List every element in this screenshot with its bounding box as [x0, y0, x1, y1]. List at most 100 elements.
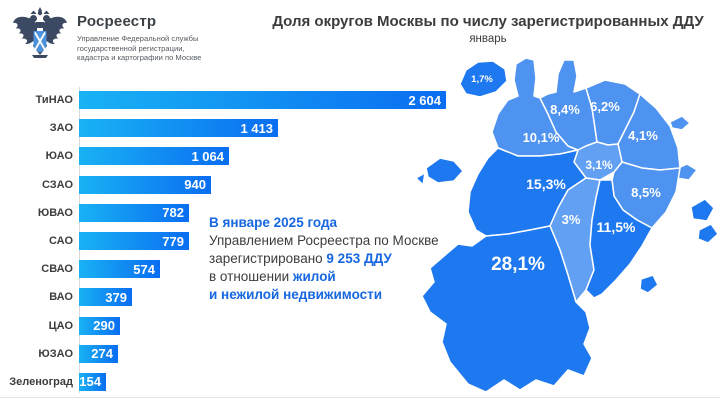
bar-track: 782: [79, 203, 462, 222]
chart-row: СЗАО 940: [0, 171, 462, 199]
bar-track: 154: [79, 372, 462, 391]
rosreestr-eagle-logo-icon: [13, 7, 67, 58]
annotation-accent-text: жилой: [292, 269, 336, 284]
map-island-east1-icon: [669, 115, 691, 131]
annotation-line: в отношении жилой: [209, 268, 467, 286]
category-label: САО: [48, 235, 73, 248]
bottom-divider: [0, 397, 720, 398]
bar-track: 1 064: [79, 147, 462, 166]
org-subtitle-line: государственной регистрации,: [77, 43, 185, 53]
annotation-line: и нежилой недвижимости: [209, 286, 467, 304]
bar: 290: [79, 316, 120, 335]
map-region-zelenograd: [459, 60, 508, 98]
map-island-east4-icon: [697, 223, 719, 244]
chart-row: ЮВАО 782: [0, 199, 462, 227]
chart-row: ВАО 379: [0, 283, 462, 311]
category-label: ЗАО: [49, 122, 73, 135]
category-label: ВАО: [49, 291, 73, 304]
category-label: ЮВАО: [37, 206, 73, 219]
bar-track: 779: [79, 232, 462, 251]
map-share-label: 28,1%: [491, 254, 545, 275]
annotation-text: в отношении: [209, 269, 293, 284]
org-subtitle: Управление Федеральной службы государств…: [77, 34, 201, 63]
bar-track: 940: [79, 175, 462, 194]
annotation-line: Управлением Росреестра по Москве: [209, 232, 467, 250]
map-share-label: 4,1%: [628, 128, 658, 143]
map-share-label: 15,3%: [526, 176, 566, 192]
summary-annotation: В январе 2025 года Управлением Росреестра…: [209, 214, 467, 304]
category-label: ЮАО: [45, 150, 73, 163]
chart-row: ТиНАО 2 604: [0, 86, 462, 114]
bar-track: 379: [79, 288, 462, 307]
map-share-label: 10,1%: [523, 130, 560, 145]
annotation-line: В январе 2025 года: [209, 214, 467, 232]
annotation-accent-text: и нежилой недвижимости: [209, 287, 383, 302]
bar-track: 274: [79, 344, 462, 363]
bar-value-label: 779: [162, 233, 184, 249]
bar: 154: [79, 372, 106, 391]
annotation-text: Управлением Росреестра по Москве: [209, 233, 439, 248]
map-share-label: 3,1%: [585, 158, 613, 172]
annotation-line: зарегистрировано 9 253 ДДУ: [209, 250, 467, 268]
map-share-label: 8,5%: [631, 185, 661, 200]
map-share-label: 6,2%: [590, 99, 620, 114]
annotation-accent-text: В январе 2025 года: [209, 215, 338, 230]
bar-value-label: 782: [162, 205, 184, 221]
chart-row: САО 779: [0, 227, 462, 255]
map-island-east3-icon: [690, 198, 715, 222]
category-label: СВАО: [41, 263, 73, 276]
chart-row: ЮАО 1 064: [0, 142, 462, 170]
bar: 1 413: [79, 119, 278, 138]
bar: 2 604: [79, 91, 446, 110]
bar: 779: [79, 232, 189, 251]
map-share-label: 11,5%: [597, 219, 636, 235]
org-subtitle-line: Управление Федеральной службы: [77, 34, 199, 43]
bar-value-label: 154: [79, 374, 101, 390]
chart-row: ЗАО 1 413: [0, 114, 462, 142]
category-label: ЮЗАО: [38, 347, 73, 360]
bar-value-label: 940: [184, 177, 206, 193]
category-label: ЦАО: [48, 319, 73, 332]
chart-row: ЮЗАО 274: [0, 340, 462, 368]
chart-row: СВАО 574: [0, 255, 462, 283]
org-subtitle-line: кадастра и картографии по Москве: [77, 53, 202, 63]
page-subtitle: январь: [469, 33, 507, 45]
bar: 379: [79, 288, 132, 307]
bar-chart-rows: ТиНАО 2 604 ЗАО 1 413 ЮАО 1 064 СЗАО 940 ЮВАО 782…: [0, 86, 462, 396]
bar-track: 2 604: [79, 91, 462, 110]
bar: 1 064: [79, 147, 229, 166]
map-region-tinao: [421, 225, 593, 393]
category-label: Зеленоград: [9, 375, 73, 388]
moscow-districts-map: 1,7% 8,4% 6,2% 10,1% 4,1% 3,1% 15,3% 8,5…: [415, 57, 719, 393]
bar-value-label: 379: [105, 289, 127, 305]
bar-track: 1 413: [79, 119, 462, 138]
annotation-accent-text: 9 253 ДДУ: [326, 251, 392, 266]
map-share-label: 1,7%: [471, 74, 493, 85]
bar-value-label: 2 604: [408, 92, 441, 108]
bar-value-label: 290: [93, 318, 115, 334]
bar-track: 290: [79, 316, 462, 335]
map-island-south-icon: [639, 274, 659, 294]
map-region-uao: [585, 179, 653, 299]
chart-row: Зеленоград 154: [0, 368, 462, 396]
bar: 574: [79, 260, 160, 279]
bar-value-label: 274: [91, 346, 113, 362]
bar: 940: [79, 175, 211, 194]
map-share-label: 3%: [562, 212, 581, 227]
bar-value-label: 1 064: [191, 148, 224, 164]
map-island-west-icon: [425, 157, 464, 184]
map-share-label: 8,4%: [550, 102, 580, 117]
bar-value-label: 1 413: [240, 120, 273, 136]
map-island-west-small-icon: [415, 172, 426, 186]
chart-row: ЦАО 290: [0, 312, 462, 340]
bar: 274: [79, 344, 118, 363]
category-label: ТиНАО: [35, 94, 73, 107]
annotation-text: зарегистрировано: [209, 251, 327, 266]
bar-value-label: 574: [133, 261, 155, 277]
org-name: Росреестр: [77, 13, 157, 30]
category-label: СЗАО: [41, 178, 73, 191]
bar: 782: [79, 203, 189, 222]
page-title: Доля округов Москвы по числу зарегистрир…: [272, 13, 704, 30]
bar-track: 574: [79, 260, 462, 279]
